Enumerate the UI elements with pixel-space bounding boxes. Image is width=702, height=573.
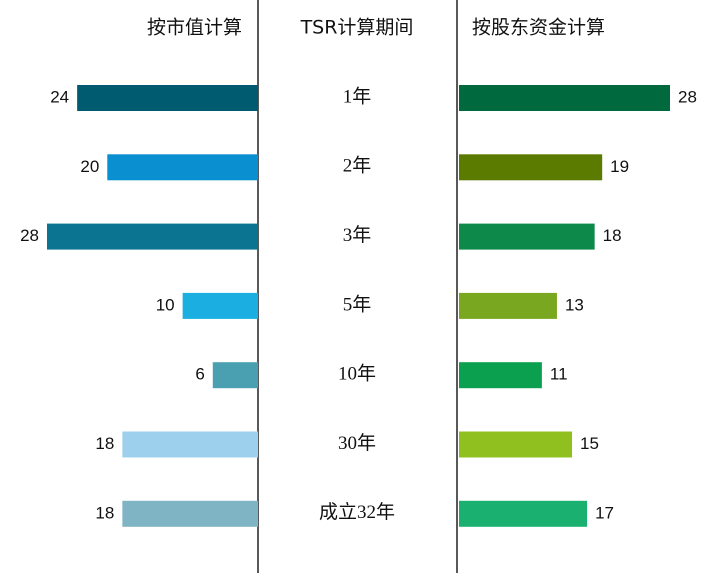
- value-label: 24: [50, 87, 69, 106]
- bar: [459, 292, 557, 319]
- value-label: 20: [80, 157, 99, 176]
- value-label: 28: [20, 226, 39, 245]
- category-label: 10年: [338, 363, 376, 385]
- value-label: 18: [603, 226, 622, 245]
- bar: [47, 223, 258, 250]
- bar: [459, 85, 670, 111]
- category-label: 30年: [338, 432, 376, 454]
- value-label: 6: [195, 365, 204, 384]
- value-label: 17: [595, 503, 614, 522]
- bar: [122, 500, 258, 527]
- value-label: 18: [95, 503, 114, 522]
- bar: [459, 500, 588, 527]
- category-label: 3年: [343, 224, 372, 246]
- bar: [459, 154, 603, 181]
- bar: [107, 154, 259, 181]
- bar: [122, 431, 258, 458]
- category-label: 成立32年: [319, 501, 395, 523]
- value-label: 10: [156, 295, 175, 314]
- bar: [182, 292, 258, 319]
- category-label: 5年: [343, 293, 372, 315]
- category-label: 2年: [343, 155, 372, 177]
- value-label: 13: [565, 295, 584, 314]
- value-label: 11: [550, 365, 568, 384]
- value-label: 19: [610, 157, 629, 176]
- bar: [459, 431, 573, 458]
- value-label: 15: [580, 434, 599, 453]
- category-header: TSR计算期间: [300, 17, 414, 39]
- value-label: 18: [95, 434, 114, 453]
- value-label: 28: [678, 87, 697, 106]
- series-header: 按市值计算: [147, 17, 242, 39]
- bar: [459, 223, 595, 250]
- bar: [459, 362, 542, 389]
- series-header: 按股东资金计算: [472, 17, 605, 39]
- category-label: 1年: [343, 85, 372, 107]
- bar: [212, 362, 258, 389]
- bar: [77, 85, 259, 111]
